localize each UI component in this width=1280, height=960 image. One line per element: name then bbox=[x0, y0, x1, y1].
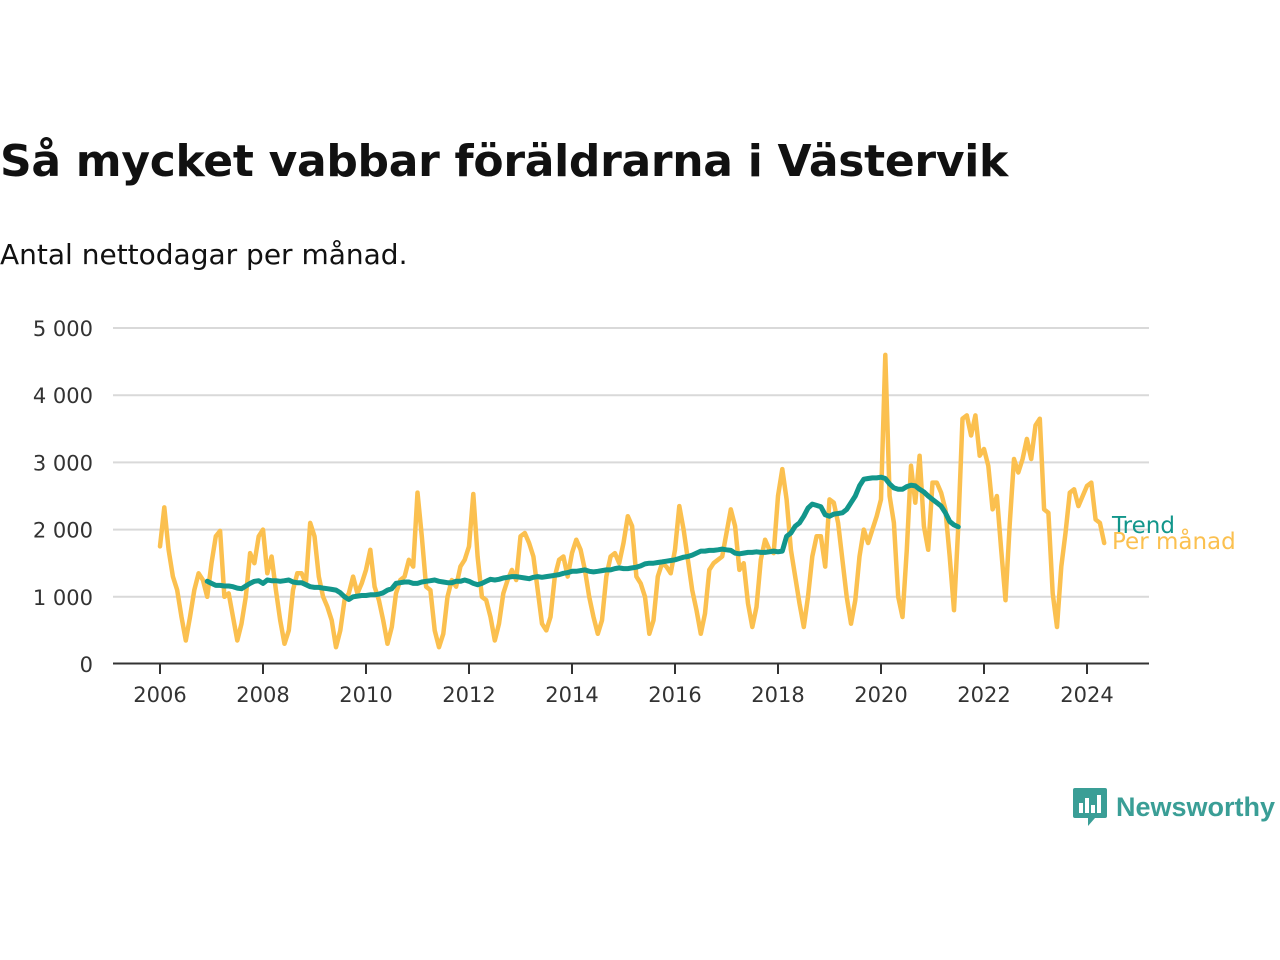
y-tick-label: 2 000 bbox=[33, 519, 93, 543]
y-tick-label: 4 000 bbox=[33, 384, 93, 408]
newsworthy-logo-text: Newsworthy bbox=[1116, 791, 1276, 822]
series-line-per-month bbox=[157, 352, 1107, 650]
x-tick-label: 2014 bbox=[545, 683, 598, 707]
series-line-trend bbox=[204, 474, 961, 602]
x-tick-label: 2008 bbox=[236, 683, 289, 707]
x-tick-label: 2022 bbox=[957, 683, 1010, 707]
grid-lines bbox=[113, 327, 1149, 598]
x-tick-label: 2024 bbox=[1060, 683, 1113, 707]
y-tick-label: 3 000 bbox=[33, 451, 93, 475]
chart-subtitle: Antal nettodagar per månad. bbox=[0, 238, 408, 271]
series-group bbox=[157, 352, 1107, 650]
newsworthy-logo-icon bbox=[1073, 788, 1107, 826]
series-label-per-month: Per månad bbox=[1112, 527, 1236, 555]
x-tick-label: 2018 bbox=[751, 683, 804, 707]
chart-title: Så mycket vabbar föräldrarna i Västervik bbox=[0, 136, 1008, 187]
x-axis-ticks: 2006 2008 2010 2012 2014 2016 2018 2020 2022 2024 bbox=[133, 664, 1114, 707]
x-tick-label: 2006 bbox=[133, 683, 186, 707]
y-tick-label: 1 000 bbox=[33, 586, 93, 610]
y-tick-label: 5 000 bbox=[33, 317, 93, 341]
x-tick-label: 2020 bbox=[854, 683, 907, 707]
x-tick-label: 2016 bbox=[648, 683, 701, 707]
x-tick-label: 2010 bbox=[339, 683, 392, 707]
newsworthy-logo: Newsworthy bbox=[1072, 785, 1275, 829]
series-label-trend: Trend bbox=[1111, 513, 1175, 539]
y-tick-label: 0 bbox=[80, 653, 93, 677]
y-axis-ticks: 0 1 000 2 000 3 000 4 000 5 000 bbox=[33, 317, 93, 677]
x-tick-label: 2012 bbox=[442, 683, 495, 707]
